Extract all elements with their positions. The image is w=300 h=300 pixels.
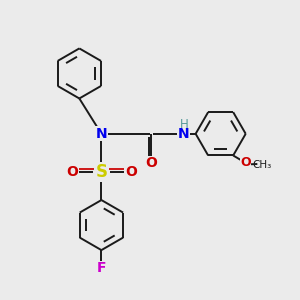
Text: N: N [96, 127, 107, 141]
Text: N: N [178, 127, 190, 141]
Text: O: O [240, 156, 251, 169]
Text: F: F [97, 261, 106, 275]
Text: CH₃: CH₃ [252, 160, 272, 170]
Text: H: H [180, 118, 189, 131]
Text: O: O [125, 165, 137, 179]
Text: O: O [146, 156, 158, 170]
Text: O: O [66, 165, 78, 179]
Text: S: S [95, 163, 107, 181]
